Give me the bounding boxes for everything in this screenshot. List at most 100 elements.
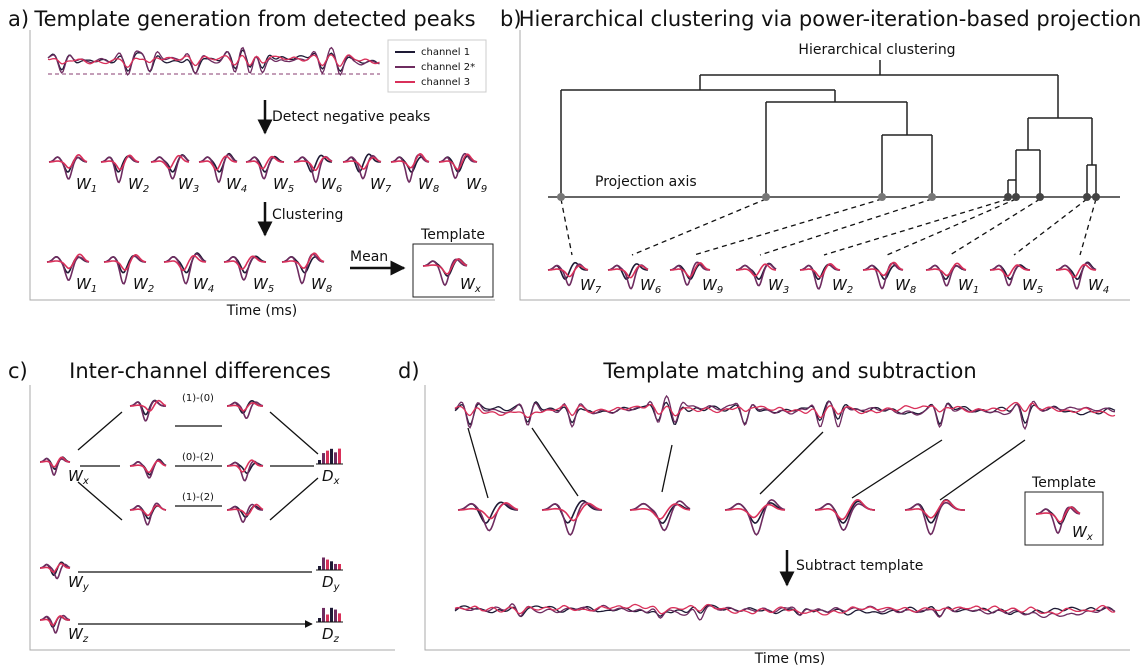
waveform-label: Wx (1072, 523, 1093, 544)
waveform (198, 152, 238, 184)
projection-point (1012, 193, 1020, 201)
channel-trace (227, 459, 263, 473)
channel-trace (129, 400, 166, 422)
difference-bar (338, 613, 341, 622)
label-main: W (68, 625, 84, 643)
waveform (48, 153, 88, 180)
waveform (150, 154, 190, 180)
channel-trace (49, 153, 88, 169)
label-main: W (321, 175, 337, 193)
channel-trace (630, 503, 691, 520)
waveform-label: W4 (193, 275, 214, 296)
channel-trace (246, 155, 284, 170)
projection-link (560, 198, 573, 256)
channel-trace (390, 153, 429, 184)
waveform-label: Wz (68, 625, 89, 646)
waveform (227, 399, 264, 420)
label-main: W (466, 175, 482, 193)
waveform (422, 258, 468, 287)
channel-trace (40, 563, 71, 580)
waveform (390, 152, 430, 184)
channel-trace (905, 499, 965, 519)
projection-point (878, 193, 886, 201)
channel-trace (736, 263, 776, 277)
projection-link (949, 198, 1041, 256)
label-main: W (832, 276, 848, 294)
projection-point (1004, 193, 1012, 201)
channel-trace (454, 400, 1116, 426)
legend-label: channel 3 (421, 77, 470, 88)
panel-b: b) Hierarchical clustering via power-ite… (500, 7, 1140, 301)
projection-link (631, 198, 767, 256)
waveform-label: W4 (226, 175, 247, 196)
waveform (607, 263, 649, 290)
difference-bar (334, 452, 337, 464)
x-axis-label: Time (ms) (226, 303, 298, 319)
channel-trace (1035, 506, 1081, 535)
channel-trace (541, 501, 602, 536)
waveform-label: Wx (68, 467, 89, 488)
label-main: W (958, 276, 974, 294)
channel-trace (800, 262, 841, 278)
panel-label: b) (500, 7, 522, 31)
waveform-label: W2 (128, 175, 149, 196)
projection-link (886, 198, 1017, 256)
projection-link (693, 198, 883, 256)
channel-trace (40, 615, 70, 627)
channel-trace (548, 265, 589, 278)
waveform (227, 459, 264, 482)
waveform-label: W1 (76, 275, 97, 296)
channel-trace (439, 153, 478, 171)
waveform-label: W3 (178, 175, 199, 196)
axes (29, 385, 395, 651)
label-sub: 2 (148, 284, 154, 295)
label-main: W (193, 275, 209, 293)
label-sub: 6 (655, 285, 661, 296)
legend-label: channel 1 (421, 47, 470, 58)
difference-label: (1)-(0) (182, 393, 214, 404)
channel-trace (40, 614, 71, 634)
waveform-label: W5 (1022, 276, 1043, 297)
waveform-label: W6 (640, 276, 661, 297)
label-main: W (1088, 276, 1104, 294)
waveform (1035, 506, 1081, 535)
difference-label: (1)-(2) (182, 492, 214, 503)
waveform-label: Dz (322, 625, 340, 646)
label-sub: z (333, 634, 340, 645)
label-main: W (311, 275, 327, 293)
channel-trace (40, 562, 70, 573)
waveform (925, 262, 967, 287)
channel-trace (227, 401, 263, 412)
waveform-label: W8 (311, 275, 332, 296)
label-main: D (322, 573, 334, 591)
label-sub: x (1086, 532, 1093, 543)
arrows (77, 411, 318, 624)
waveform (40, 614, 71, 634)
x-axis-label: Time (ms) (754, 651, 826, 666)
difference-bar (338, 448, 341, 464)
difference-bar (322, 607, 325, 622)
label-main: W (226, 175, 242, 193)
channel-trace (282, 252, 325, 269)
channel-trace (629, 500, 691, 532)
step-label: Subtract template (796, 558, 923, 574)
recording (47, 46, 380, 76)
waveform-label: W7 (580, 276, 602, 297)
label-main: W (76, 175, 92, 193)
label-main: W (253, 275, 269, 293)
difference-label: (0)-(2) (182, 452, 214, 463)
channel-trace (150, 154, 190, 173)
label-main: W (68, 573, 84, 591)
legend-label: channel 2* (421, 62, 475, 73)
label-main: D (322, 625, 334, 643)
label-main: W (133, 275, 149, 293)
step-label: Detect negative peaks (272, 109, 430, 125)
waveform-label: W5 (253, 275, 274, 296)
waveform (223, 255, 267, 281)
waveform-label: W2 (133, 275, 154, 296)
dendrogram (560, 60, 1097, 197)
channel-trace (725, 503, 785, 519)
channel-trace (1036, 506, 1081, 523)
channel-trace (815, 498, 876, 521)
waveform-label: W2 (832, 276, 853, 297)
